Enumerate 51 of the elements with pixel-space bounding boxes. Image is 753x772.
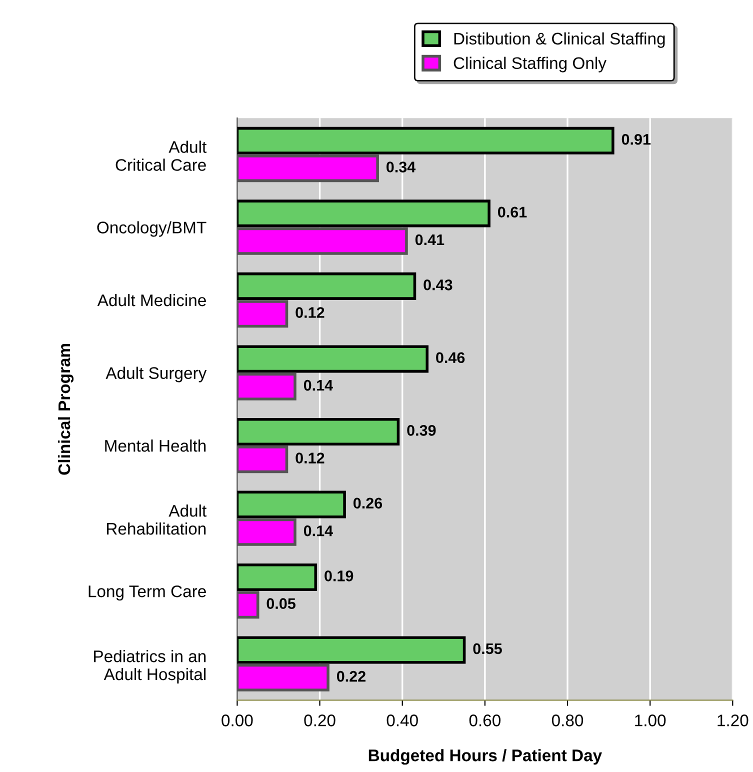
bar: [237, 418, 400, 446]
data-label: 0.19: [324, 570, 354, 582]
bar: [237, 272, 416, 300]
bar: [237, 345, 429, 373]
x-tick-label: 0.60: [469, 714, 500, 726]
bar: [237, 636, 466, 664]
bar: [237, 490, 346, 518]
y-tick-label: Pediatrics in an Adult Hospital: [94, 650, 206, 684]
data-label: 0.61: [498, 206, 527, 218]
bar: [237, 154, 379, 182]
data-label: 0.39: [407, 425, 436, 436]
x-axis-title: Budgeted Hours / Patient Day: [368, 749, 602, 765]
data-label: 0.12: [296, 307, 324, 318]
bar: [237, 126, 614, 154]
bar: [237, 372, 296, 400]
x-tick-label: 0.00: [222, 714, 253, 726]
y-tick-label: Mental Health: [105, 440, 206, 452]
y-tick-label: Oncology/BMT: [97, 221, 206, 237]
y-tick-label: Adult Rehabilitation: [107, 504, 207, 535]
bar: [237, 300, 288, 328]
data-label: 0.22: [336, 670, 366, 682]
y-tick-label: Adult Critical Care: [116, 140, 207, 171]
x-tick-label: 1.00: [635, 714, 666, 726]
data-label: 0.26: [353, 498, 382, 509]
data-label: 0.91: [622, 134, 651, 145]
data-label: 0.43: [424, 279, 452, 290]
legend-label: Distibution & Clinical Staffing: [454, 32, 665, 48]
data-label: 0.14: [304, 525, 333, 536]
y-tick-label: Long Term Care: [88, 585, 206, 601]
data-label: 0.14: [304, 380, 333, 391]
bar: [237, 563, 318, 591]
data-label: 0.34: [386, 162, 416, 172]
y-axis-title: Clinical Program: [58, 344, 74, 475]
x-tick-label: 0.80: [552, 714, 584, 726]
data-label: 0.55: [473, 643, 502, 654]
data-label: 0.46: [436, 352, 465, 364]
x-tick-label: 0.40: [386, 714, 418, 726]
bar: [237, 200, 490, 228]
x-tick-label: 1.20: [718, 714, 748, 726]
data-label: 0.12: [296, 452, 324, 464]
data-label: 0.05: [266, 598, 296, 609]
bar: [237, 446, 288, 474]
y-tick-label: Adult Medicine: [97, 294, 206, 306]
bar: [237, 591, 260, 619]
bar: [237, 227, 408, 255]
x-tick-label: 0.20: [304, 714, 336, 726]
legend-label: Clinical Staffing Only: [454, 56, 606, 72]
data-label: 0.41: [415, 234, 444, 246]
bar: [237, 518, 296, 546]
y-tick-label: Adult Surgery: [106, 366, 207, 382]
bar: [237, 664, 330, 692]
